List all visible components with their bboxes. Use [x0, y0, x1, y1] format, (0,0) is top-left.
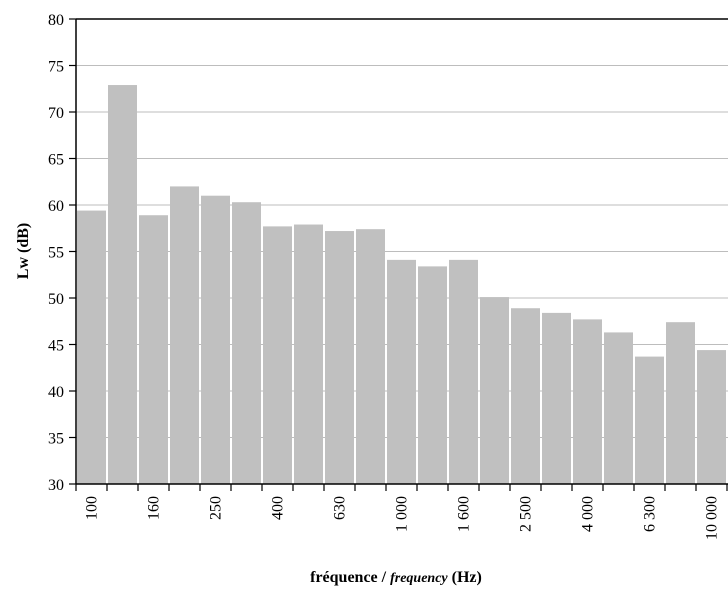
x-tick-label: 630 [332, 496, 349, 520]
bar-1000 [387, 259, 416, 484]
y-tick-label: 75 [48, 59, 64, 76]
y-tick-label: 35 [48, 431, 64, 448]
x-axis-title-italic: frequency [390, 571, 448, 586]
bar-630 [325, 231, 354, 484]
bar-3150 [542, 312, 571, 484]
x-axis-title-prefix: fréquence / [310, 569, 390, 586]
bar-10000 [697, 350, 726, 484]
x-tick-label: 250 [208, 496, 225, 520]
y-tick-label: 70 [48, 105, 64, 122]
y-tick-label: 50 [48, 291, 64, 308]
bar-5000 [604, 332, 633, 484]
bar-160 [139, 215, 168, 485]
bars [77, 85, 726, 485]
bar-8000 [666, 322, 695, 484]
bar-1250 [418, 266, 447, 484]
y-tick-labels: 30 35 40 45 50 55 60 65 70 75 80 [48, 12, 64, 494]
bar-1600 [449, 259, 478, 484]
bar-2500 [511, 308, 540, 484]
y-tick-label: 60 [48, 198, 64, 215]
bar-250 [201, 195, 230, 484]
x-tick-label: 4 000 [580, 496, 597, 532]
bar-400 [263, 226, 292, 484]
y-tick-label: 55 [48, 245, 64, 262]
y-tick-label: 80 [48, 12, 64, 29]
x-axis-title-suffix: (Hz) [452, 569, 482, 586]
bar-500 [294, 224, 323, 484]
x-axis-title: fréquence / frequency (Hz) [310, 569, 482, 586]
x-tick-label: 400 [270, 496, 287, 520]
bar-4000 [573, 319, 602, 484]
y-tick-label: 45 [48, 338, 64, 355]
bar-100 [77, 210, 106, 484]
x-tick-label: 1 000 [394, 496, 411, 532]
x-tick-label: 1 600 [456, 496, 473, 532]
y-tick-label: 65 [48, 152, 64, 169]
bar-6300 [635, 356, 664, 484]
y-axis-title: Lw (dB) [15, 223, 32, 279]
y-tick-label: 40 [48, 384, 64, 401]
x-tick-label: 160 [146, 496, 163, 520]
bar-315 [232, 202, 261, 484]
x-tick-labels: 100 160 250 400 630 1 000 1 600 2 500 4 000 6 300… [84, 496, 721, 540]
x-tick-label: 2 500 [518, 496, 535, 532]
bar-125 [108, 85, 137, 484]
y-tick-label: 30 [48, 477, 64, 494]
bar-800 [356, 229, 385, 484]
x-tick-label: 6 300 [642, 496, 659, 532]
x-tick-label: 100 [84, 496, 101, 520]
bar-200 [170, 186, 199, 484]
x-tick-label: 10 000 [704, 496, 721, 540]
bar-2000 [480, 297, 509, 484]
axes [69, 18, 728, 491]
